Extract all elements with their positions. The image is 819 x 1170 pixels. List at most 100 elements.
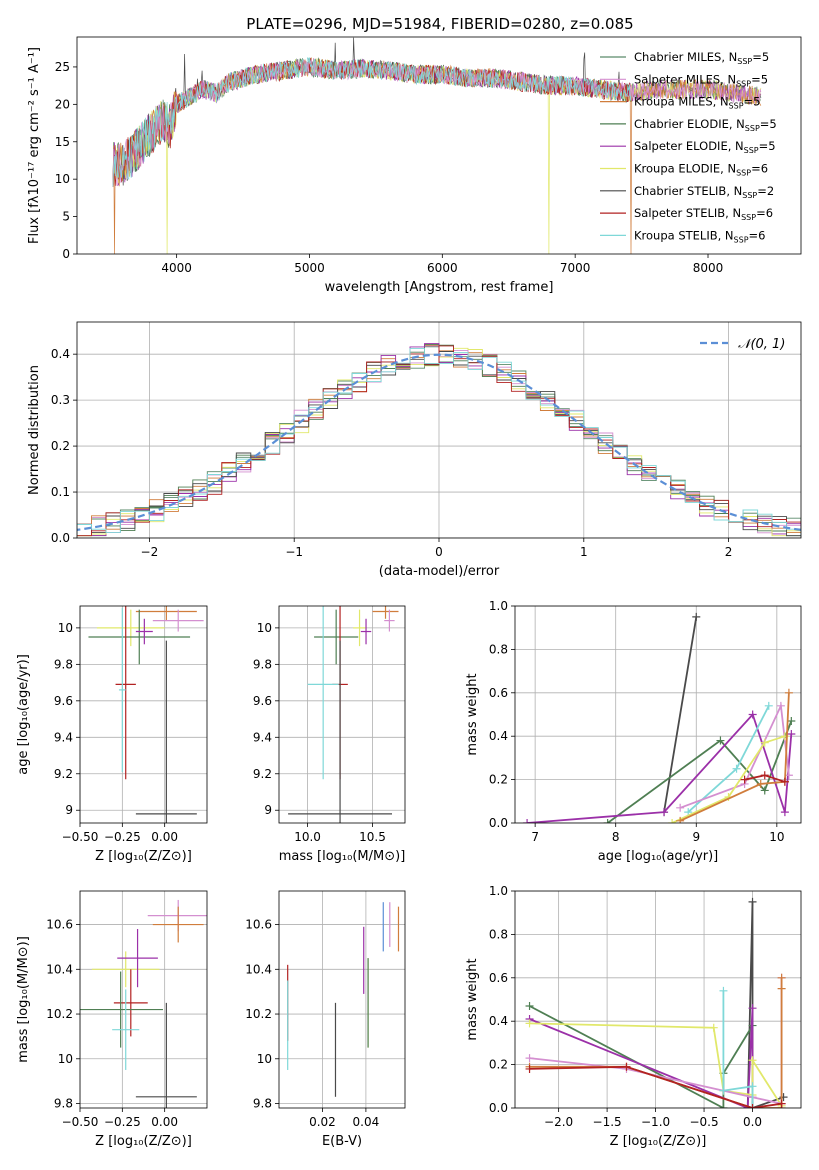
x-tick-label: 4000 — [161, 261, 192, 275]
weight_vs_Z-frame — [514, 890, 802, 1109]
y-tick-label: 9 — [65, 803, 73, 817]
weight-point — [719, 986, 728, 995]
x-tick-label: −2.0 — [544, 1115, 573, 1129]
weight-point — [732, 764, 741, 773]
y-tick-label: 10 — [58, 1052, 73, 1066]
weight-point — [784, 688, 793, 697]
weight-point — [709, 1023, 718, 1032]
weight-series-line — [529, 1008, 754, 1108]
mass_vs_Z-plot-area — [80, 891, 207, 1108]
x-tick-label: 0.0 — [743, 1115, 762, 1129]
gaussian-curve — [77, 353, 801, 532]
weight-point — [622, 1062, 631, 1071]
age_vs_Z-plot-area — [80, 606, 207, 823]
legend-entry: Kroupa STELIB, NSSP=6 — [634, 228, 765, 244]
weight-point — [676, 816, 685, 823]
y-tick-label: 0.4 — [489, 1014, 508, 1028]
weight-point — [748, 1004, 757, 1013]
weight-series-line — [529, 1022, 783, 1107]
y-tick-label: 0.8 — [489, 927, 508, 941]
y-tick-label: 0.2 — [489, 1058, 508, 1072]
weight-point — [716, 736, 725, 745]
weight-point — [743, 1104, 752, 1108]
weight-point — [692, 612, 701, 621]
weight-point — [777, 973, 786, 982]
weight-point — [668, 819, 677, 823]
y-tick-label: 0 — [62, 247, 70, 261]
y-tick-label: 10 — [55, 172, 70, 186]
weight-point — [740, 775, 749, 784]
legend-entry: 𝒩(0, 1) — [738, 337, 785, 352]
spectrum-frame — [76, 36, 802, 255]
y-axis-label: Normed distribution — [27, 365, 42, 495]
weight-series-line — [679, 692, 790, 822]
weight-point — [748, 897, 757, 906]
mass_vs_ebv-panel: 0.02 0.04 9.8 10 10.2 10.4 10.6 E(B-V) — [245, 890, 406, 1149]
y-tick-label: 10 — [257, 621, 272, 635]
residuals-plot-area — [77, 322, 801, 538]
weight-point — [525, 1054, 534, 1063]
residuals-panel: −2 −1 0 1 2 0.0 0.1 0.2 0.3 0.4 (data-model)/error… — [27, 321, 802, 579]
legend-entry: Chabrier MILES, NSSP=5 — [634, 50, 769, 66]
x-tick-label: 1 — [580, 545, 588, 559]
x-tick-label: 5000 — [294, 261, 325, 275]
x-tick-label: −1.5 — [593, 1115, 622, 1129]
x-axis-label: Z [log₁₀(Z/Z⊙)] — [95, 1134, 192, 1149]
weight-point — [760, 771, 769, 780]
weight-point — [523, 819, 532, 823]
y-axis-label: age [log₁₀(age/yr)] — [16, 654, 31, 775]
x-tick-label: −1 — [285, 545, 303, 559]
y-axis-label: Flux [fλ10⁻¹⁷ erg cm⁻² s⁻¹ A⁻¹] — [27, 47, 42, 244]
y-tick-label: 0.6 — [489, 971, 508, 985]
y-axis-label: mass weight — [465, 958, 480, 1040]
weight-series-line — [671, 735, 786, 823]
weight_vs_age-frame — [514, 605, 802, 824]
x-axis-label: Z [log₁₀(Z/Z⊙)] — [610, 1134, 707, 1149]
y-tick-label: 0.0 — [489, 1101, 508, 1115]
y-tick-label: 9.2 — [54, 767, 73, 781]
y-tick-label: 0.2 — [51, 439, 70, 453]
weight-point — [756, 779, 765, 788]
weight-point — [787, 717, 796, 726]
x-tick-label: 10.5 — [359, 830, 386, 844]
x-tick-label: 8000 — [693, 261, 724, 275]
y-tick-label: 10.6 — [46, 918, 73, 932]
y-tick-label: 0.4 — [489, 729, 508, 743]
weight-point — [719, 1086, 728, 1095]
weight-point — [660, 808, 669, 817]
age_vs_Z-frame — [79, 605, 208, 824]
spectrum-series-8 — [112, 57, 632, 187]
y-tick-label: 9.4 — [54, 730, 73, 744]
spectrum-series-1 — [112, 57, 762, 187]
weight-point — [525, 1019, 534, 1028]
weight-series-line — [722, 990, 754, 1108]
x-tick-label: −0.25 — [104, 830, 141, 844]
spectrum-plot-area — [112, 37, 762, 254]
y-tick-label: 9.8 — [253, 657, 272, 671]
y-tick-label: 9 — [264, 803, 272, 817]
histogram-series-8 — [77, 348, 801, 537]
y-tick-label: 10.4 — [46, 962, 73, 976]
weight-point — [777, 1099, 786, 1108]
x-tick-label: 7000 — [560, 261, 591, 275]
y-tick-label: 9.8 — [253, 1097, 272, 1111]
x-axis-label: wavelength [Angstrom, rest frame] — [325, 280, 554, 295]
x-tick-label: −1.0 — [641, 1115, 670, 1129]
weight-point — [676, 803, 685, 812]
weight-point — [787, 730, 796, 739]
weight_vs_age-panel: 7 8 9 10 0.0 0.2 0.4 0.6 0.8 1.0 age [log₁₀(age/yr… — [465, 599, 802, 864]
x-tick-label: 7 — [531, 830, 539, 844]
y-tick-label: 0.2 — [489, 773, 508, 787]
weight-series-line — [607, 720, 793, 823]
histogram-series-3 — [77, 343, 801, 537]
weight-series-line — [529, 1065, 782, 1108]
y-tick-label: 9.8 — [54, 657, 73, 671]
x-tick-label: 10 — [769, 830, 784, 844]
weight-point — [525, 1064, 534, 1073]
y-tick-label: 10 — [58, 621, 73, 635]
y-tick-label: 9.8 — [54, 1097, 73, 1111]
weight-point — [776, 701, 785, 710]
x-tick-label: 0.02 — [309, 1115, 336, 1129]
spectrum-panel: 4000 5000 6000 7000 8000 0 5 10 15 20 25 wavelength… — [27, 36, 802, 295]
